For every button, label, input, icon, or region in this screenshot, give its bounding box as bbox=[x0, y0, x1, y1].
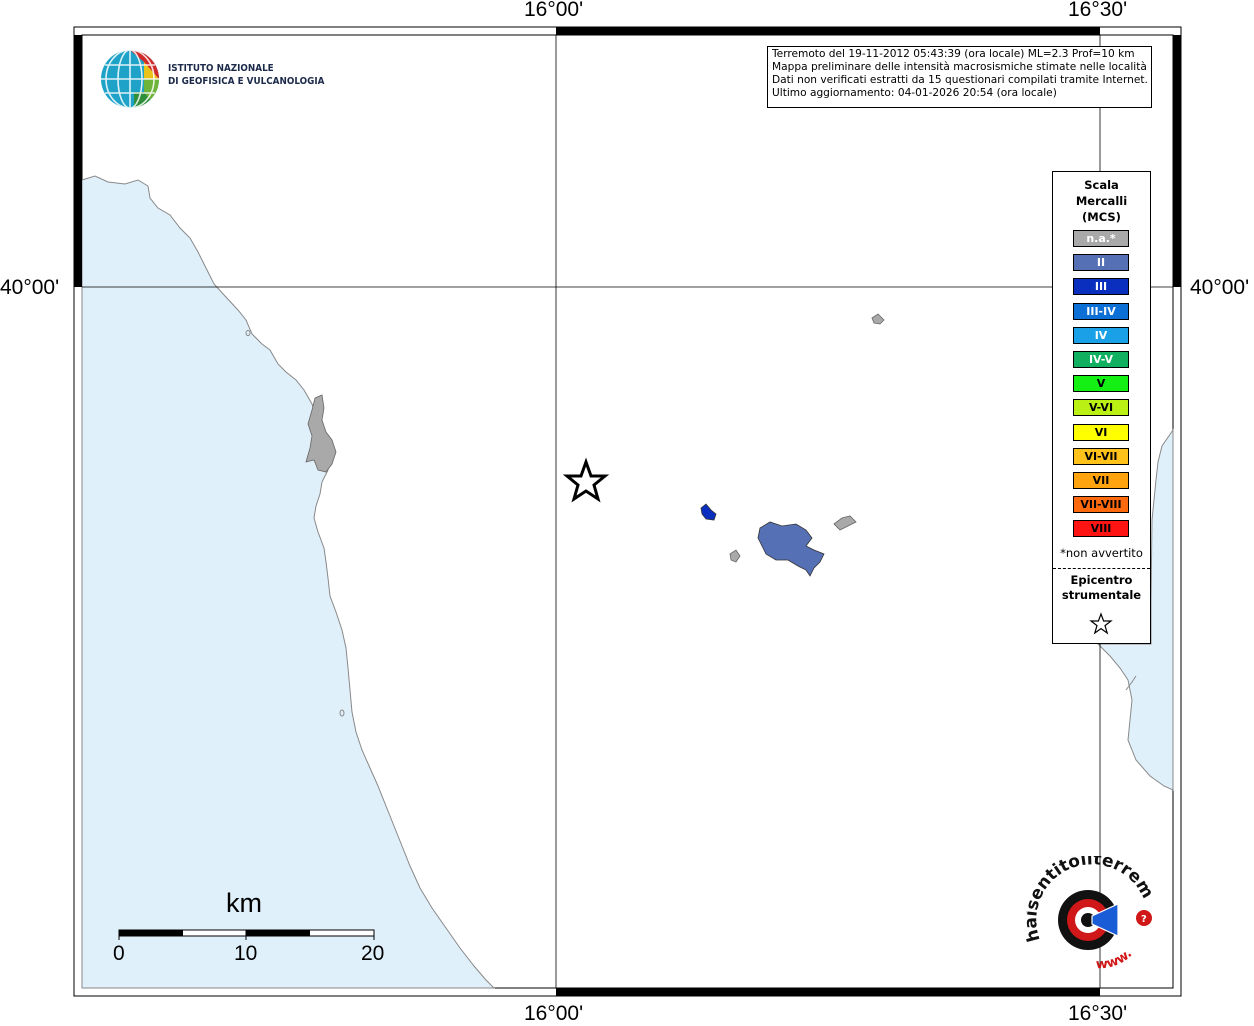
legend-item-iv: IV bbox=[1073, 326, 1129, 344]
brand-www-arc: www. bbox=[1096, 946, 1136, 972]
legend-title-line2: Mercalli bbox=[1075, 194, 1128, 208]
legend-title-line1: Scala bbox=[1084, 178, 1119, 192]
legend-item-viii: VIII bbox=[1073, 520, 1129, 538]
target-megaphone-icon: haisentitoilterremoto.it www. ? bbox=[1020, 841, 1157, 972]
earthquake-info-box: Terremoto del 19-11-2012 05:43:39 (ora l… bbox=[767, 46, 1152, 108]
locality-na bbox=[871, 313, 885, 325]
legend-item-viiviii: VII-VIII bbox=[1073, 496, 1129, 514]
legend-item-vivii: VI-VII bbox=[1073, 447, 1129, 465]
haisentito-logo[interactable]: haisentitoilterremoto.it www. ? bbox=[1020, 841, 1158, 976]
ingv-name: ISTITUTO NAZIONALE DI GEOFISICA E VULCAN… bbox=[168, 62, 346, 88]
longitude-label-top-16-00: 16°00' bbox=[524, 0, 584, 21]
legend-divider bbox=[1053, 568, 1150, 569]
legend-title: Scala Mercalli (MCS) bbox=[1053, 172, 1150, 225]
longitude-label-bottom-16-30: 16°30' bbox=[1068, 1002, 1128, 1025]
legend-item-vii: VII bbox=[1073, 472, 1129, 489]
legend-item-ii: II bbox=[1073, 254, 1129, 272]
ingv-name-line2: DI GEOFISICA E VULCANOLOGIA bbox=[168, 76, 325, 87]
scale-bar-label-0: 0 bbox=[113, 942, 125, 965]
legend-item-v: V bbox=[1073, 375, 1129, 393]
locality-intensity-II bbox=[757, 521, 825, 577]
globe-icon bbox=[101, 49, 159, 109]
info-line-4: Ultimo aggiornamento: 04-01-2026 20:54 (… bbox=[772, 87, 1057, 99]
legend-item-iii: III bbox=[1073, 278, 1129, 296]
info-line-2: Mappa preliminare delle intensità macros… bbox=[772, 61, 1147, 73]
legend-title-line3: (MCS) bbox=[1082, 210, 1121, 224]
legend-note: *non avvertito bbox=[1060, 546, 1143, 560]
locality-na bbox=[833, 515, 857, 531]
legend-item-ivv: IV-V bbox=[1073, 351, 1129, 368]
legend-epicenter-label: Epicentro strumentale bbox=[1053, 573, 1150, 603]
longitude-label-bottom-16-00: 16°00' bbox=[524, 1002, 584, 1025]
star-icon bbox=[1089, 612, 1113, 635]
longitude-label-top-16-30: 16°30' bbox=[1068, 0, 1128, 21]
coast-detail bbox=[1125, 675, 1137, 691]
locality-intensity-III bbox=[700, 503, 717, 521]
legend-item-iiiiv: III-IV bbox=[1073, 302, 1129, 320]
svg-text:www.: www. bbox=[1096, 946, 1136, 972]
frame-bar-left bbox=[74, 35, 82, 287]
info-line-3: Dati non verificati estratti da 15 quest… bbox=[772, 74, 1148, 86]
coast-islet bbox=[339, 709, 345, 717]
legend-epicenter-line2: strumentale bbox=[1061, 588, 1142, 602]
scale-bar-label-10: 10 bbox=[234, 942, 258, 965]
legend-item-vi: VI bbox=[1073, 423, 1129, 441]
scale-bar bbox=[118, 929, 375, 940]
locality-na bbox=[305, 394, 337, 473]
mcs-legend: Scala Mercalli (MCS) n.a.* II III III-IV IV I… bbox=[1052, 171, 1151, 644]
sea-area-east bbox=[1096, 428, 1174, 791]
locality-na bbox=[729, 549, 741, 563]
info-line-1: Terremoto del 19-11-2012 05:43:39 (ora l… bbox=[772, 48, 1135, 60]
scale-bar-label-20: 20 bbox=[361, 942, 385, 965]
ingv-name-line1: ISTITUTO NAZIONALE bbox=[168, 63, 274, 74]
epicenter-star bbox=[562, 457, 610, 503]
sea-area-west bbox=[81, 175, 496, 989]
latitude-label-right: 40°00' bbox=[1190, 276, 1250, 299]
coast-islet bbox=[245, 330, 251, 336]
legend-item-vvi: V-VI bbox=[1073, 399, 1129, 417]
svg-text:?: ? bbox=[1141, 914, 1147, 925]
scale-bar-title: km bbox=[226, 888, 262, 918]
legend-epicenter-line1: Epicentro bbox=[1070, 573, 1133, 587]
frame-bar-top bbox=[556, 27, 1100, 35]
frame-bar-right bbox=[1173, 35, 1181, 287]
latitude-label-left: 40°00' bbox=[0, 276, 60, 299]
legend-item-na: n.a.* bbox=[1073, 230, 1129, 247]
ingv-logo: ISTITUTO NAZIONALE DI GEOFISICA E VULCAN… bbox=[100, 46, 330, 110]
frame-bar-bottom bbox=[556, 988, 1100, 996]
